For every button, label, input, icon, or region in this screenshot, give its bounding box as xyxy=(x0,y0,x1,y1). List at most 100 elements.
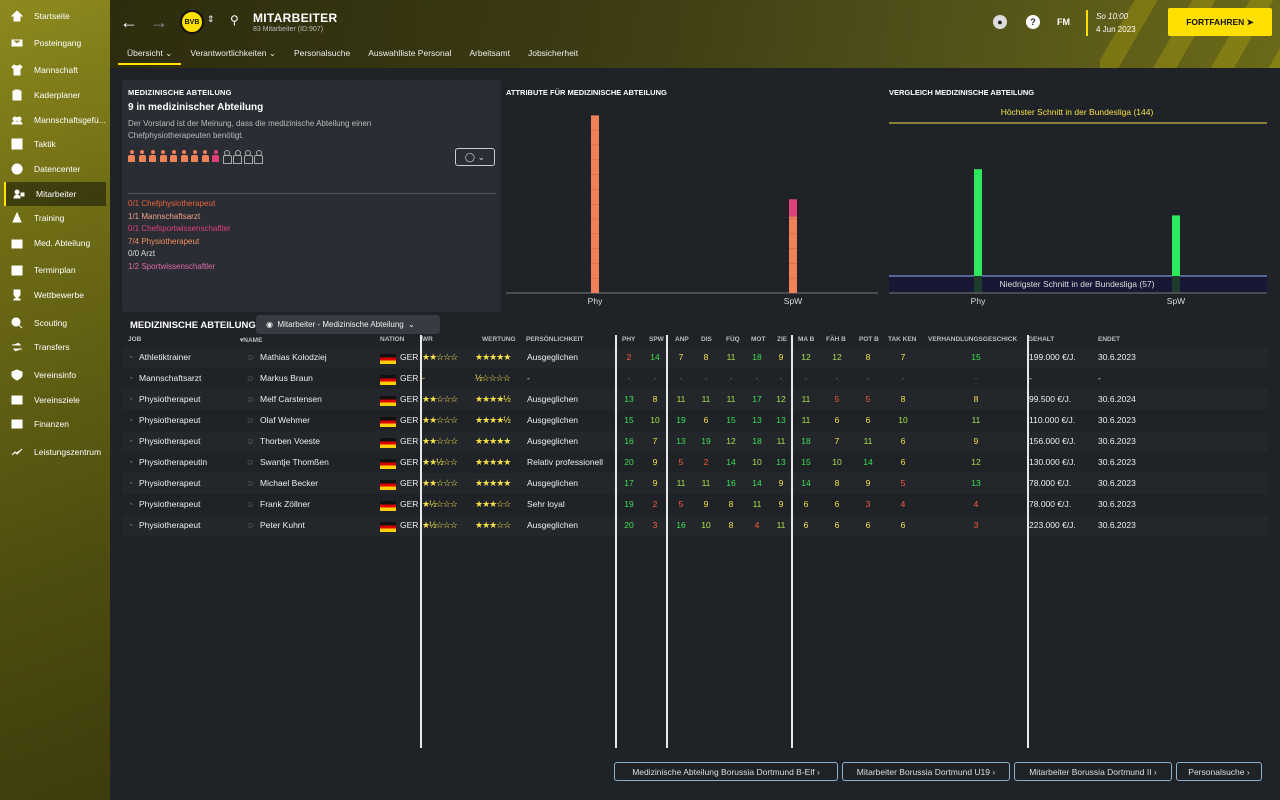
tab-verantwortlichkeiten[interactable]: Verantwortlichkeiten ⌄ xyxy=(190,48,276,58)
column-header-füq[interactable]: FÜQ xyxy=(726,336,740,343)
column-header-tak-ken[interactable]: TAK KEN xyxy=(888,336,917,343)
tab-arbeitsamt[interactable]: Arbeitsamt xyxy=(469,48,510,58)
sidebar-item-leistungszentrum[interactable]: Leistungszentrum xyxy=(4,440,106,464)
stat-cell: 6 xyxy=(803,499,809,509)
name-cell[interactable]: Swantje Thomßen xyxy=(260,457,329,467)
column-header-persönlichkeit[interactable]: PERSÖNLICHKEIT xyxy=(526,336,584,343)
view-select[interactable]: ◉ Mitarbeiter - Medizinische Abteilung ⌄ xyxy=(256,315,440,334)
column-header-dis[interactable]: DIS xyxy=(701,336,712,343)
column-header-job[interactable]: JOB xyxy=(128,336,142,343)
name-cell[interactable]: Mathias Kolodziej xyxy=(260,352,327,362)
column-header-wertung[interactable]: WERTUNG xyxy=(482,336,516,343)
sidebar-item-label: Kaderplaner xyxy=(34,90,81,100)
column-header-wr[interactable]: WR xyxy=(422,336,433,343)
continue-button[interactable]: FORTFAHREN ➤ xyxy=(1168,8,1272,36)
footer-link-button[interactable]: Personalsuche › xyxy=(1176,762,1262,781)
fm-menu-button[interactable]: FM xyxy=(1057,17,1070,27)
column-header-zie[interactable]: ZIE xyxy=(777,336,788,343)
name-cell[interactable]: Michael Becker xyxy=(260,478,319,488)
forward-arrow-icon[interactable]: → xyxy=(150,12,168,32)
stat-cell: 7 xyxy=(678,352,684,362)
sidebar-item-kaderplaner[interactable]: Kaderplaner xyxy=(4,83,106,107)
sidebar-item-vereinsziele[interactable]: Vereinsziele xyxy=(4,388,106,412)
job-cell: Physiotherapeut xyxy=(139,415,201,425)
sidebar-item-terminplan[interactable]: Terminplan xyxy=(4,258,106,282)
salary-cell: 130.000 €/J. xyxy=(1029,457,1076,467)
sidebar-item-med-abteilung[interactable]: Med. Abteilung xyxy=(4,231,106,255)
table-row[interactable]: ◔ Physiotherapeut ☺ Thorben Voeste GER ★★☆☆☆ ★… xyxy=(122,431,1268,452)
table-row[interactable]: ◔ Physiotherapeut ☺ Olaf Wehmer GER ★★☆☆☆ ★★★★… xyxy=(122,410,1268,431)
date-display[interactable]: So 10:00 4 Jun 2023 xyxy=(1086,10,1136,36)
sidebar-item-scouting[interactable]: Scouting xyxy=(4,311,106,335)
column-header-gehalt[interactable]: GEHALT xyxy=(1028,336,1055,343)
sidebar-item-mitarbeiter[interactable]: Mitarbeiter xyxy=(4,182,106,206)
column-header-pot-b[interactable]: POT B xyxy=(859,336,879,343)
table-row[interactable]: ◔ Physiotherapeut ☺ Frank Zöllner GER ★½☆☆☆ ★★… xyxy=(122,494,1268,515)
tab-bar: Übersicht ⌄ Verantwortlichkeiten ⌄ Persona… xyxy=(118,44,587,65)
sidebar-item-mannschaftsgefü-[interactable]: Mannschaftsgefü... xyxy=(4,108,106,132)
name-cell[interactable]: Frank Zöllner xyxy=(260,499,311,509)
name-cell[interactable]: Melf Carstensen xyxy=(260,394,322,404)
table-row[interactable]: ◔ Physiotherapeut ☺ Michael Becker GER ★★☆☆☆ ★… xyxy=(122,473,1268,494)
tab-personalsuche[interactable]: Personalsuche xyxy=(293,48,351,58)
person-icon xyxy=(159,150,167,162)
sidebar-item-posteingang[interactable]: Posteingang xyxy=(4,31,106,55)
sidebar-item-startseite[interactable]: Startseite xyxy=(4,4,106,28)
column-header-phy[interactable]: PHY xyxy=(622,336,636,343)
sidebar: Startseite Posteingang Mannschaft Kaderplan… xyxy=(0,0,110,800)
sidebar-item-vereinsinfo[interactable]: Vereinsinfo xyxy=(4,363,106,387)
column-header-anp[interactable]: ANP xyxy=(675,336,689,343)
name-cell[interactable]: Thorben Voeste xyxy=(260,436,321,446)
column-header-mot[interactable]: MOT xyxy=(751,336,766,343)
filter-button[interactable]: ◯ ⌄ xyxy=(455,148,495,166)
contract-end-cell: 30.6.2023 xyxy=(1098,436,1136,446)
column-header-ma-b[interactable]: MA B xyxy=(798,336,815,343)
sidebar-item-transfers[interactable]: Transfers xyxy=(4,335,106,359)
sidebar-item-taktik[interactable]: Taktik xyxy=(4,132,106,156)
column-header-fäh-b[interactable]: FÄH B xyxy=(826,336,846,343)
stat-cell: 10 xyxy=(832,457,842,467)
column-header-nation[interactable]: NATION xyxy=(380,336,405,343)
search-icon[interactable]: ⚲ xyxy=(230,13,239,27)
tab-übersicht[interactable]: Übersicht ⌄ xyxy=(118,44,182,65)
table-row[interactable]: ◔ Athletiktrainer ☺ Mathias Kolodziej GER ★★☆… xyxy=(122,347,1268,368)
table-row[interactable]: ◔ Physiotherapeut ☺ Melf Carstensen GER ★★☆☆☆… xyxy=(122,389,1268,410)
tab-auswahlliste-personal[interactable]: Auswahlliste Personal xyxy=(368,48,452,58)
salary-cell: 99.500 €/J. xyxy=(1029,394,1072,404)
sidebar-item-mannschaft[interactable]: Mannschaft xyxy=(4,58,106,82)
bar-SpW xyxy=(1172,215,1180,276)
stat-cell: 6 xyxy=(834,499,840,509)
staff-icon: ☺ xyxy=(246,394,255,404)
stat-cell: 13 xyxy=(971,478,981,488)
table-row[interactable]: ◔ Mannschaftsarzt ☺ Markus Braun GER - ½☆☆☆☆ - -… xyxy=(122,368,1268,389)
column-header-verhandlungsgeschick[interactable]: VERHANDLUNGSGESCHICK xyxy=(928,336,1018,343)
stat-cell: 20 xyxy=(624,520,634,530)
table-row[interactable]: ◔ Physiotherapeut ☺ Peter Kuhnt GER ★½☆☆☆ ★★★☆… xyxy=(122,515,1268,536)
footer-link-button[interactable]: Mitarbeiter Borussia Dortmund II › xyxy=(1014,762,1172,781)
club-switch-chevron-icon[interactable]: ⇕ xyxy=(207,14,215,24)
column-header-endet[interactable]: ENDET xyxy=(1098,336,1121,343)
name-cell[interactable]: Peter Kuhnt xyxy=(260,520,305,530)
column-header-name[interactable]: ▾NAME xyxy=(240,337,263,344)
name-cell[interactable]: Olaf Wehmer xyxy=(260,415,310,425)
footer-link-button[interactable]: Medizinische Abteilung Borussia Dortmund… xyxy=(614,762,838,781)
tab-jobsicherheit[interactable]: Jobsicherheit xyxy=(527,48,579,58)
stat-cell: 4 xyxy=(900,499,906,509)
sidebar-item-datencenter[interactable]: Datencenter xyxy=(4,157,106,181)
column-header-spw[interactable]: SPW xyxy=(649,336,664,343)
sidebar-item-wettbewerbe[interactable]: Wettbewerbe xyxy=(4,283,106,307)
table-row[interactable]: ◔ Physiotherapeutin ☺ Swantje Thomßen GER ★★½… xyxy=(122,452,1268,473)
stat-cell: 9 xyxy=(703,499,709,509)
club-crest[interactable]: BVB xyxy=(180,10,204,34)
footer-link-button[interactable]: Mitarbeiter Borussia Dortmund U19 › xyxy=(842,762,1010,781)
sidebar-item-label: Finanzen xyxy=(34,419,69,429)
help-icon[interactable]: ? xyxy=(1026,15,1040,29)
staff-icon: ☺ xyxy=(246,457,255,467)
back-arrow-icon[interactable]: ← xyxy=(120,12,138,32)
sidebar-item-training[interactable]: Training xyxy=(4,206,106,230)
name-cell[interactable]: Markus Braun xyxy=(260,373,313,383)
globe-icon[interactable]: ● xyxy=(993,15,1007,29)
sidebar-item-finanzen[interactable]: Finanzen xyxy=(4,412,106,436)
nation-cell: GER xyxy=(400,415,419,425)
stat-cell: - xyxy=(804,373,808,383)
